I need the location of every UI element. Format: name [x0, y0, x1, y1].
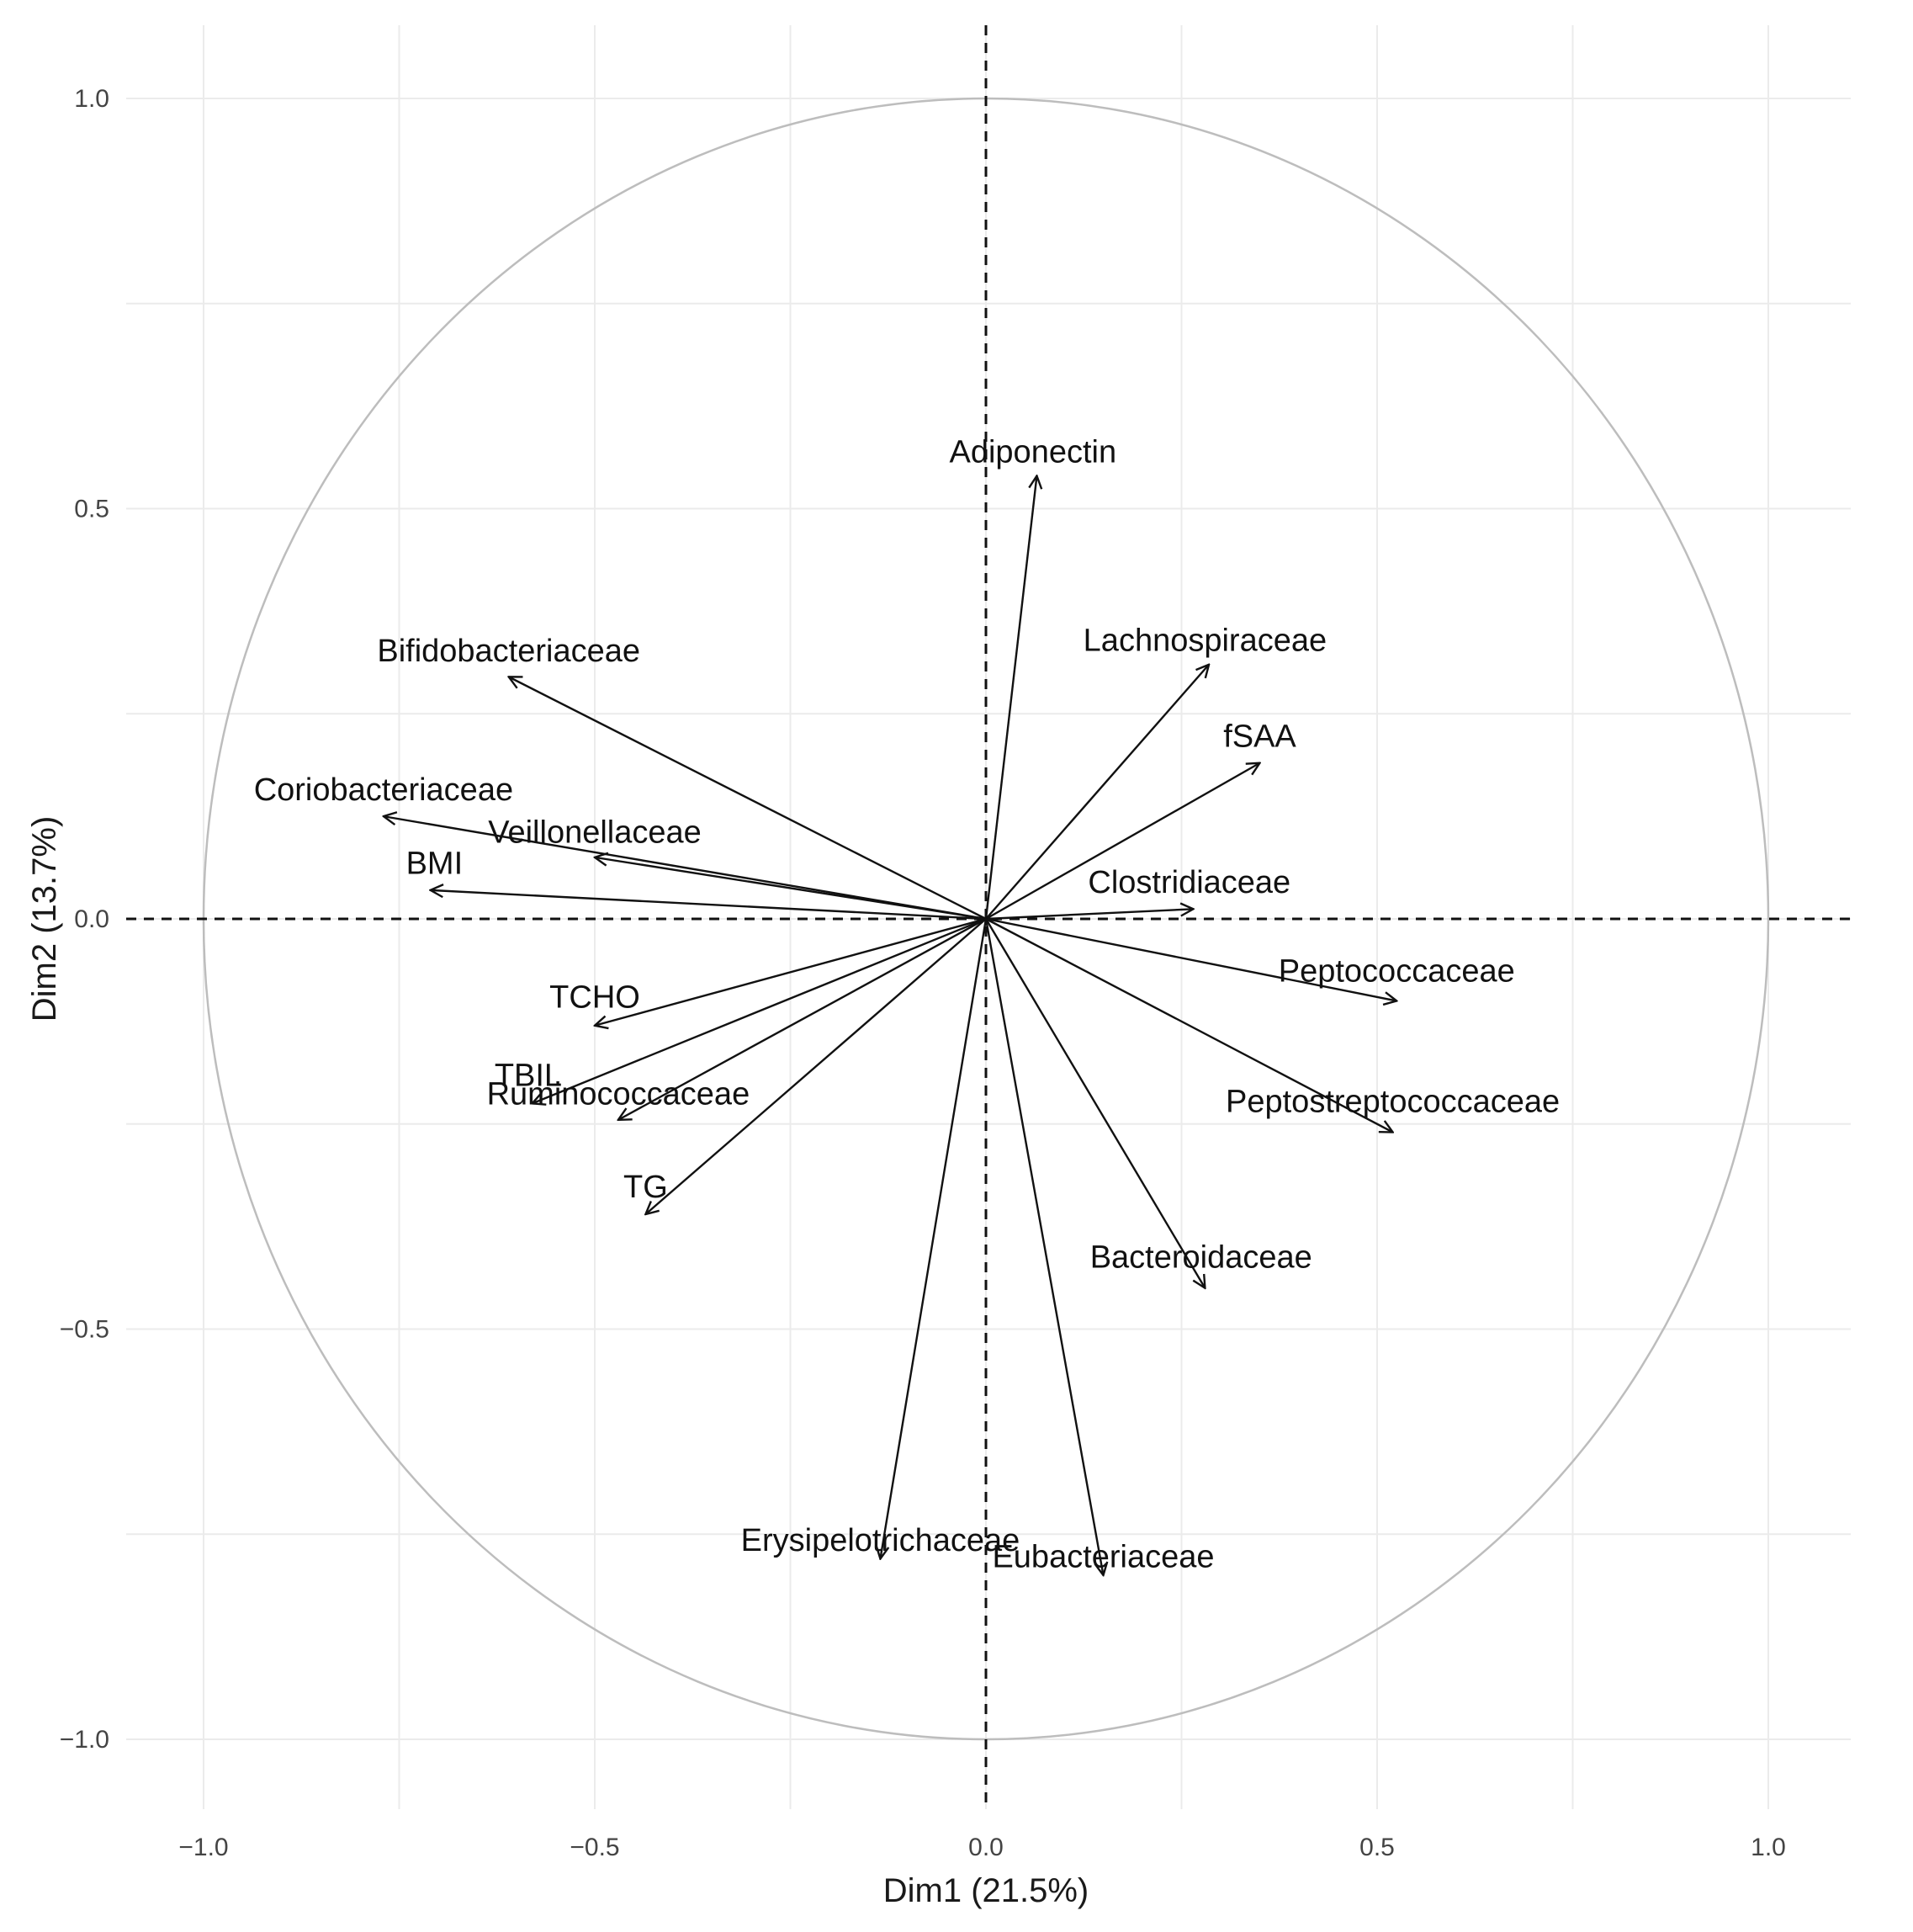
arrow-tg	[645, 918, 987, 1214]
label-lachnospiraceae: Lachnospiraceae	[1084, 624, 1327, 659]
label-fsaa: fSAA	[1223, 719, 1296, 755]
variable-labels: Adiponectin Lachnospiraceae fSAA Clostridia…	[254, 434, 1560, 1574]
label-ruminococcaceae: Ruminococcaceae	[487, 1077, 750, 1112]
label-bacteroidaceae: Bacteroidaceae	[1090, 1240, 1312, 1276]
label-peptococcaceae: Peptococcaceae	[1279, 953, 1515, 989]
y-tick-label: 0.5	[74, 496, 109, 523]
arrow-erysipelotrichaceae	[880, 918, 988, 1559]
label-clostridiaceae: Clostridiaceae	[1088, 865, 1290, 900]
x-tick-label: 1.0	[1751, 1834, 1786, 1861]
label-bmi: BMI	[406, 847, 464, 882]
label-veillonellaceae: Veillonellaceae	[488, 815, 702, 851]
arrow-lachnospiraceae	[985, 665, 1209, 920]
arrow-bifidobacteriaceae	[509, 677, 987, 921]
label-eubacteriaceae: Eubacteriaceae	[992, 1540, 1214, 1575]
arrow-bmi	[431, 890, 987, 921]
tick-labels: −1.0 −0.5 0.0 0.5 1.0 −1.0 −0.5 0.0 0.5 1.0	[60, 85, 1786, 1861]
label-peptostreptococcaceae: Peptostreptococcaceae	[1226, 1084, 1560, 1119]
x-axis-title: Dim1 (21.5%)	[883, 1872, 1089, 1909]
x-tick-label: 0.0	[968, 1834, 1004, 1861]
label-erysipelotrichaceae: Erysipelotrichaceae	[741, 1523, 1020, 1558]
x-tick-label: −0.5	[570, 1834, 619, 1861]
label-tcho: TCHO	[549, 980, 640, 1016]
arrow-veillonellaceae	[595, 857, 987, 921]
y-tick-label: 1.0	[74, 85, 109, 113]
label-adiponectin: Adiponectin	[950, 434, 1117, 470]
x-tick-label: 0.5	[1359, 1834, 1395, 1861]
y-tick-label: −0.5	[60, 1316, 109, 1344]
label-tg: TG	[623, 1170, 668, 1205]
arrow-tcho	[595, 917, 987, 1026]
arrow-fsaa	[985, 763, 1260, 921]
x-tick-label: −1.0	[178, 1834, 228, 1861]
arrow-bacteroidaceae	[984, 918, 1205, 1288]
variable-arrows	[384, 476, 1396, 1576]
arrow-adiponectin	[984, 476, 1036, 920]
y-tick-label: −1.0	[60, 1726, 109, 1754]
label-tbil: TBIL	[495, 1058, 562, 1093]
arrow-peptostreptococcaceae	[985, 917, 1393, 1133]
y-axis-title: Dim2 (13.7%)	[26, 816, 63, 1022]
arrow-eubacteriaceae	[984, 918, 1104, 1575]
y-tick-label: 0.0	[74, 905, 109, 933]
arrow-tbil	[533, 917, 987, 1103]
label-bifidobacteriaceae: Bifidobacteriaceae	[377, 634, 640, 669]
arrow-clostridiaceae	[985, 909, 1193, 921]
arrow-ruminococcaceae	[618, 917, 987, 1120]
label-coriobacteriaceae: Coriobacteriaceae	[254, 772, 513, 808]
arrow-coriobacteriaceae	[384, 816, 987, 921]
arrow-peptococcaceae	[985, 917, 1396, 1001]
